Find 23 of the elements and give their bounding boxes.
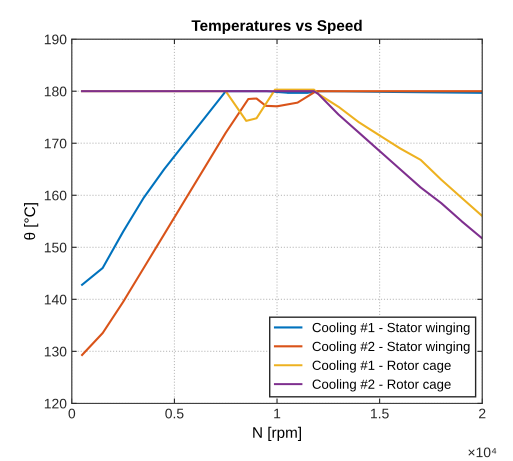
line-series bbox=[81, 90, 482, 356]
legend-label: Cooling #1 - Stator winging bbox=[312, 322, 470, 335]
y-tick-label: 130 bbox=[44, 346, 66, 357]
y-tick-label: 160 bbox=[44, 190, 66, 200]
y-tick-label: 120 bbox=[44, 398, 66, 409]
x-tick-label: 2 bbox=[479, 408, 486, 418]
x-axis-title: N [rpm] bbox=[253, 426, 301, 441]
x-tick-label: 0.5 bbox=[165, 408, 184, 418]
x-tick-label: 0 bbox=[68, 408, 76, 418]
legend-label: Cooling #1 - Rotor cage bbox=[312, 360, 451, 373]
chart-title: Temperatures vs Speed bbox=[192, 20, 362, 34]
y-tick-label: 170 bbox=[44, 138, 66, 148]
legend-label: Cooling #2 - Stator winging bbox=[312, 341, 470, 354]
x-tick-label: 1.5 bbox=[371, 408, 389, 418]
y-tick-label: 190 bbox=[44, 34, 66, 44]
legend-label: Cooling #2 - Rotor cage bbox=[312, 379, 451, 392]
y-axis-title: θ [°C] bbox=[24, 203, 38, 240]
text: ×10⁴ bbox=[468, 447, 496, 458]
y-tick-label: 150 bbox=[44, 242, 66, 252]
line-series bbox=[81, 90, 482, 240]
y-tick-label: 180 bbox=[44, 86, 66, 96]
y-tick-label: 140 bbox=[44, 294, 66, 304]
x-tick-label: 1 bbox=[274, 408, 280, 418]
